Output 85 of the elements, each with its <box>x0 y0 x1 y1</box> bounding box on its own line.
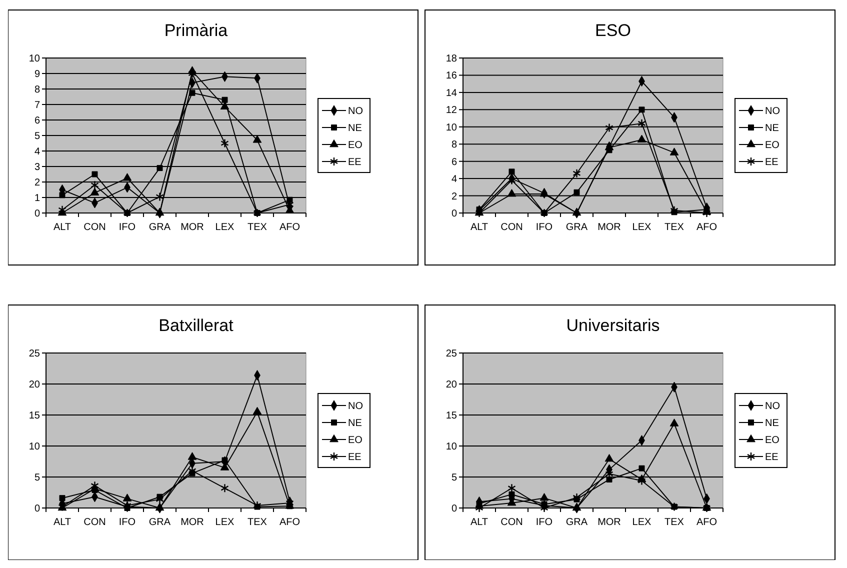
legend-label: EO <box>348 140 363 151</box>
legend-label: EE <box>765 157 779 168</box>
x-tick-label: CON <box>500 517 523 528</box>
x-tick-label: GRA <box>566 517 588 528</box>
legend-label: NO <box>348 401 364 412</box>
y-tick-label: 10 <box>446 122 458 134</box>
x-tick-label: CON <box>84 222 106 233</box>
x-tick-label: AFO <box>279 222 300 233</box>
x-tick-label: GRA <box>148 222 171 233</box>
y-tick-label: 2 <box>451 191 458 202</box>
y-tick-label: 25 <box>28 348 40 360</box>
legend-label: NE <box>348 123 362 134</box>
x-tick-label: ALT <box>470 517 488 528</box>
x-tick-label: MOR <box>180 517 204 528</box>
chart-title: Primària <box>164 21 228 40</box>
x-tick-label: IFO <box>118 517 136 528</box>
x-tick-label: TEX <box>248 222 268 233</box>
legend-label: EO <box>348 435 363 446</box>
legend-label: NE <box>765 418 780 429</box>
legend-label: NO <box>348 106 364 117</box>
y-tick-label: 2 <box>34 178 40 188</box>
x-tick-label: IFO <box>118 222 136 233</box>
y-tick-label: 3 <box>34 162 40 173</box>
x-tick-label: MOR <box>598 517 621 528</box>
chart-title: Batxillerat <box>158 316 234 335</box>
y-tick-label: 15 <box>28 410 40 422</box>
x-tick-label: GRA <box>566 222 588 233</box>
x-tick-label: MOR <box>180 222 204 233</box>
y-tick-label: 1 <box>34 193 40 204</box>
y-tick-label: 8 <box>451 140 458 151</box>
y-tick-label: 15 <box>446 410 458 422</box>
legend-label: NE <box>348 418 362 429</box>
x-tick-label: AFO <box>696 222 718 233</box>
legend-label: EE <box>348 157 362 168</box>
x-tick-label: IFO <box>536 517 553 528</box>
y-tick-label: 10 <box>28 442 40 452</box>
x-tick-label: TEX <box>664 222 684 233</box>
x-tick-label: LEX <box>215 517 235 528</box>
x-tick-label: LEX <box>632 222 652 233</box>
y-tick-label: 9 <box>34 69 40 80</box>
y-tick-label: 4 <box>34 146 40 158</box>
y-tick-label: 16 <box>446 70 458 82</box>
legend-label: EO <box>765 140 780 151</box>
y-tick-label: 5 <box>451 472 458 484</box>
y-tick-label: 4 <box>451 174 458 186</box>
y-tick-label: 5 <box>34 472 40 484</box>
y-tick-label: 12 <box>446 105 458 116</box>
y-tick-label: 10 <box>446 442 458 452</box>
chart-title: Universitaris <box>566 316 660 335</box>
x-tick-label: TEX <box>664 517 684 528</box>
y-tick-label: 0 <box>34 504 40 514</box>
y-tick-label: 14 <box>446 88 458 99</box>
x-tick-label: AFO <box>696 517 718 528</box>
legend-label: NO <box>765 106 780 117</box>
y-tick-label: 20 <box>28 380 40 390</box>
y-tick-label: 25 <box>446 348 458 360</box>
x-tick-label: MOR <box>598 222 621 233</box>
legend-label: NO <box>765 401 780 412</box>
x-tick-label: CON <box>84 517 106 528</box>
legend-label: NE <box>765 123 780 134</box>
y-tick-label: 0 <box>451 208 458 220</box>
x-tick-label: TEX <box>248 517 268 528</box>
x-tick-label: AFO <box>279 517 300 528</box>
x-tick-label: ALT <box>470 222 488 233</box>
y-tick-label: 8 <box>34 84 40 96</box>
x-tick-label: IFO <box>536 222 553 233</box>
y-tick-label: 0 <box>34 208 40 220</box>
y-tick-label: 20 <box>446 380 458 390</box>
y-tick-label: 5 <box>34 131 40 142</box>
y-tick-label: 6 <box>451 156 458 168</box>
x-tick-label: GRA <box>148 517 171 528</box>
legend-label: EE <box>348 452 362 463</box>
y-tick-label: 6 <box>34 116 40 126</box>
x-tick-label: LEX <box>215 222 235 233</box>
x-tick-label: ALT <box>53 222 72 233</box>
chart-title: ESO <box>595 21 631 40</box>
y-tick-label: 0 <box>451 504 458 514</box>
x-tick-label: LEX <box>632 517 652 528</box>
y-tick-label: 10 <box>28 54 40 64</box>
x-tick-label: CON <box>500 222 523 233</box>
legend-label: EE <box>765 452 779 463</box>
legend-label: EO <box>765 435 780 446</box>
y-tick-label: 18 <box>446 54 458 64</box>
x-tick-label: ALT <box>53 517 72 528</box>
y-tick-label: 7 <box>34 100 40 111</box>
